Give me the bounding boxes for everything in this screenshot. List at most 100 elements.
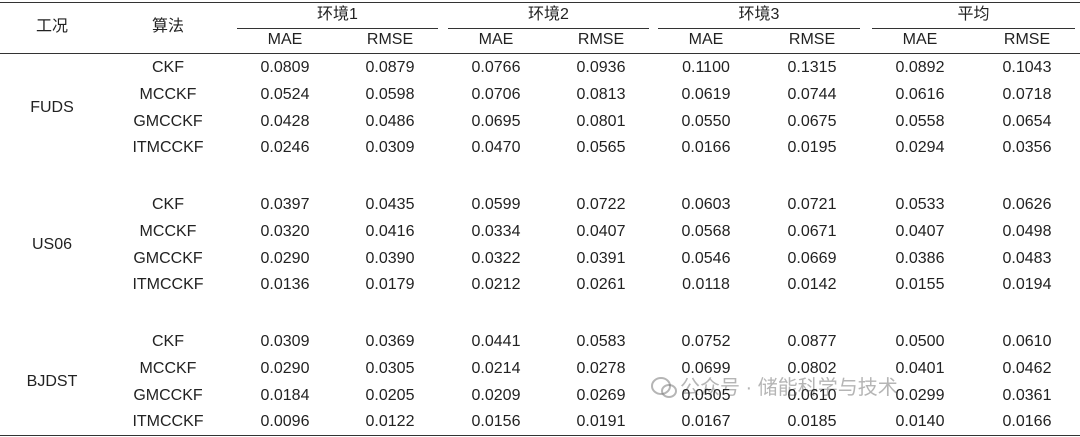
table-cell: 0.0721 <box>787 196 837 213</box>
table-cell: 0.0209 <box>471 386 521 404</box>
table-cell: 0.0401 <box>895 359 945 377</box>
algorithm-label: MCCKF <box>139 359 197 377</box>
table-cell: 0.0706 <box>471 85 521 103</box>
table-cell: 0.0167 <box>681 413 731 431</box>
algorithm-label: MCCKF <box>139 222 197 240</box>
table-cell: 0.1100 <box>682 59 730 76</box>
table-cell: 0.0599 <box>471 196 521 213</box>
table-cell: 0.0505 <box>681 386 731 404</box>
table-cell: 0.0565 <box>576 139 626 157</box>
group-rule <box>872 28 1075 29</box>
table-cell: 0.0369 <box>365 333 415 350</box>
group-header: 平均 <box>957 6 990 23</box>
table-cell: 0.0397 <box>260 196 310 213</box>
table-cell: 0.0320 <box>260 222 310 240</box>
group-header: 环境3 <box>738 6 780 23</box>
table-cell: 0.0809 <box>260 59 310 76</box>
table-cell: 0.0290 <box>260 249 310 267</box>
condition-label: US06 <box>31 236 73 254</box>
table-cell: 0.0462 <box>1002 359 1052 377</box>
table-cell: 0.0619 <box>681 85 731 103</box>
table-cell: 0.0184 <box>260 386 310 404</box>
table-cell: 0.0118 <box>682 276 730 294</box>
sub-header: MAE <box>267 31 303 48</box>
table-cell: 0.0669 <box>787 249 837 267</box>
table-cell: 0.0269 <box>576 386 626 404</box>
table-cell: 0.0212 <box>471 276 521 294</box>
table-cell: 0.0533 <box>895 196 945 213</box>
table-cell: 0.0428 <box>260 112 310 130</box>
table-cell: 0.0386 <box>895 249 945 267</box>
table-cell: 0.0185 <box>787 413 837 431</box>
algorithm-label: MCCKF <box>139 85 197 103</box>
sub-header: RMSE <box>577 31 625 48</box>
table-cell: 0.0766 <box>471 59 521 76</box>
table-cell: 0.0936 <box>576 59 626 76</box>
table-cell: 0.0699 <box>681 359 731 377</box>
table-cell: 0.0546 <box>681 249 731 267</box>
algorithm-label: GMCCKF <box>133 386 203 404</box>
table-cell: 0.0391 <box>576 249 626 267</box>
table-cell: 0.0361 <box>1002 386 1052 404</box>
table-cell: 0.0334 <box>471 222 521 240</box>
table-cell: 0.0299 <box>895 386 945 404</box>
table-cell: 0.0892 <box>895 59 945 76</box>
table-cell: 0.0801 <box>576 112 626 130</box>
table-cell: 0.0407 <box>895 222 945 240</box>
table-cell: 0.0122 <box>365 413 415 431</box>
table-cell: 0.0470 <box>471 139 521 157</box>
table-cell: 0.0156 <box>471 413 521 431</box>
table-cell: 0.0498 <box>1002 222 1052 240</box>
watermark: 公众号 · 储能科学与技术 <box>680 377 898 399</box>
algorithm-label: CKF <box>152 196 184 213</box>
table-cell: 0.0322 <box>471 249 521 267</box>
table-cell: 0.0550 <box>681 112 731 130</box>
table-cell: 0.0195 <box>787 139 837 157</box>
table-cell: 0.0483 <box>1002 249 1052 267</box>
table-cell: 0.0813 <box>576 85 626 103</box>
table-cell: 0.0294 <box>895 139 945 157</box>
table-cell: 0.0486 <box>365 112 415 130</box>
algorithm-label: GMCCKF <box>133 112 203 130</box>
algorithm-label: ITMCCKF <box>132 139 204 157</box>
sub-header: MAE <box>478 31 514 48</box>
sub-header: RMSE <box>788 31 836 48</box>
table-cell: 0.0877 <box>787 333 837 350</box>
table-cell: 0.0441 <box>471 333 521 350</box>
table-cell: 0.0718 <box>1002 85 1052 103</box>
group-rule <box>237 28 438 29</box>
table-cell: 0.0136 <box>260 276 310 294</box>
table-cell: 0.0671 <box>787 222 837 240</box>
table-cell: 0.0290 <box>260 359 310 377</box>
table-cell: 0.0096 <box>260 413 310 431</box>
table-cell: 0.0140 <box>895 413 945 431</box>
table-cell: 0.0558 <box>895 112 945 130</box>
table-cell: 0.0205 <box>365 386 415 404</box>
table-cell: 0.0214 <box>471 359 521 377</box>
watermark-icon <box>651 377 677 398</box>
header-rule <box>0 53 1080 54</box>
bottom-rule <box>0 435 1080 436</box>
table-cell: 0.0142 <box>787 276 837 294</box>
table-cell: 0.0305 <box>365 359 415 377</box>
table-cell: 0.0722 <box>576 196 626 213</box>
table-cell: 0.0802 <box>787 359 837 377</box>
table-cell: 0.0616 <box>895 85 945 103</box>
table-cell: 0.0191 <box>576 413 626 431</box>
column-header: 算法 <box>151 18 185 35</box>
group-header: 环境2 <box>528 6 569 23</box>
table-cell: 0.0744 <box>787 85 837 103</box>
sub-header: MAE <box>688 31 724 48</box>
table-cell: 0.0603 <box>681 196 731 213</box>
table-cell: 0.0194 <box>1002 276 1052 294</box>
table-cell: 0.0390 <box>365 249 415 267</box>
table-cell: 0.0610 <box>1002 333 1052 350</box>
table-cell: 0.0416 <box>365 222 415 240</box>
table-cell: 0.0598 <box>365 85 415 103</box>
sub-header: RMSE <box>1003 31 1051 48</box>
table-cell: 0.0695 <box>471 112 521 130</box>
table-cell: 0.0309 <box>365 139 415 157</box>
table-cell: 0.0524 <box>260 85 310 103</box>
group-rule <box>658 28 860 29</box>
